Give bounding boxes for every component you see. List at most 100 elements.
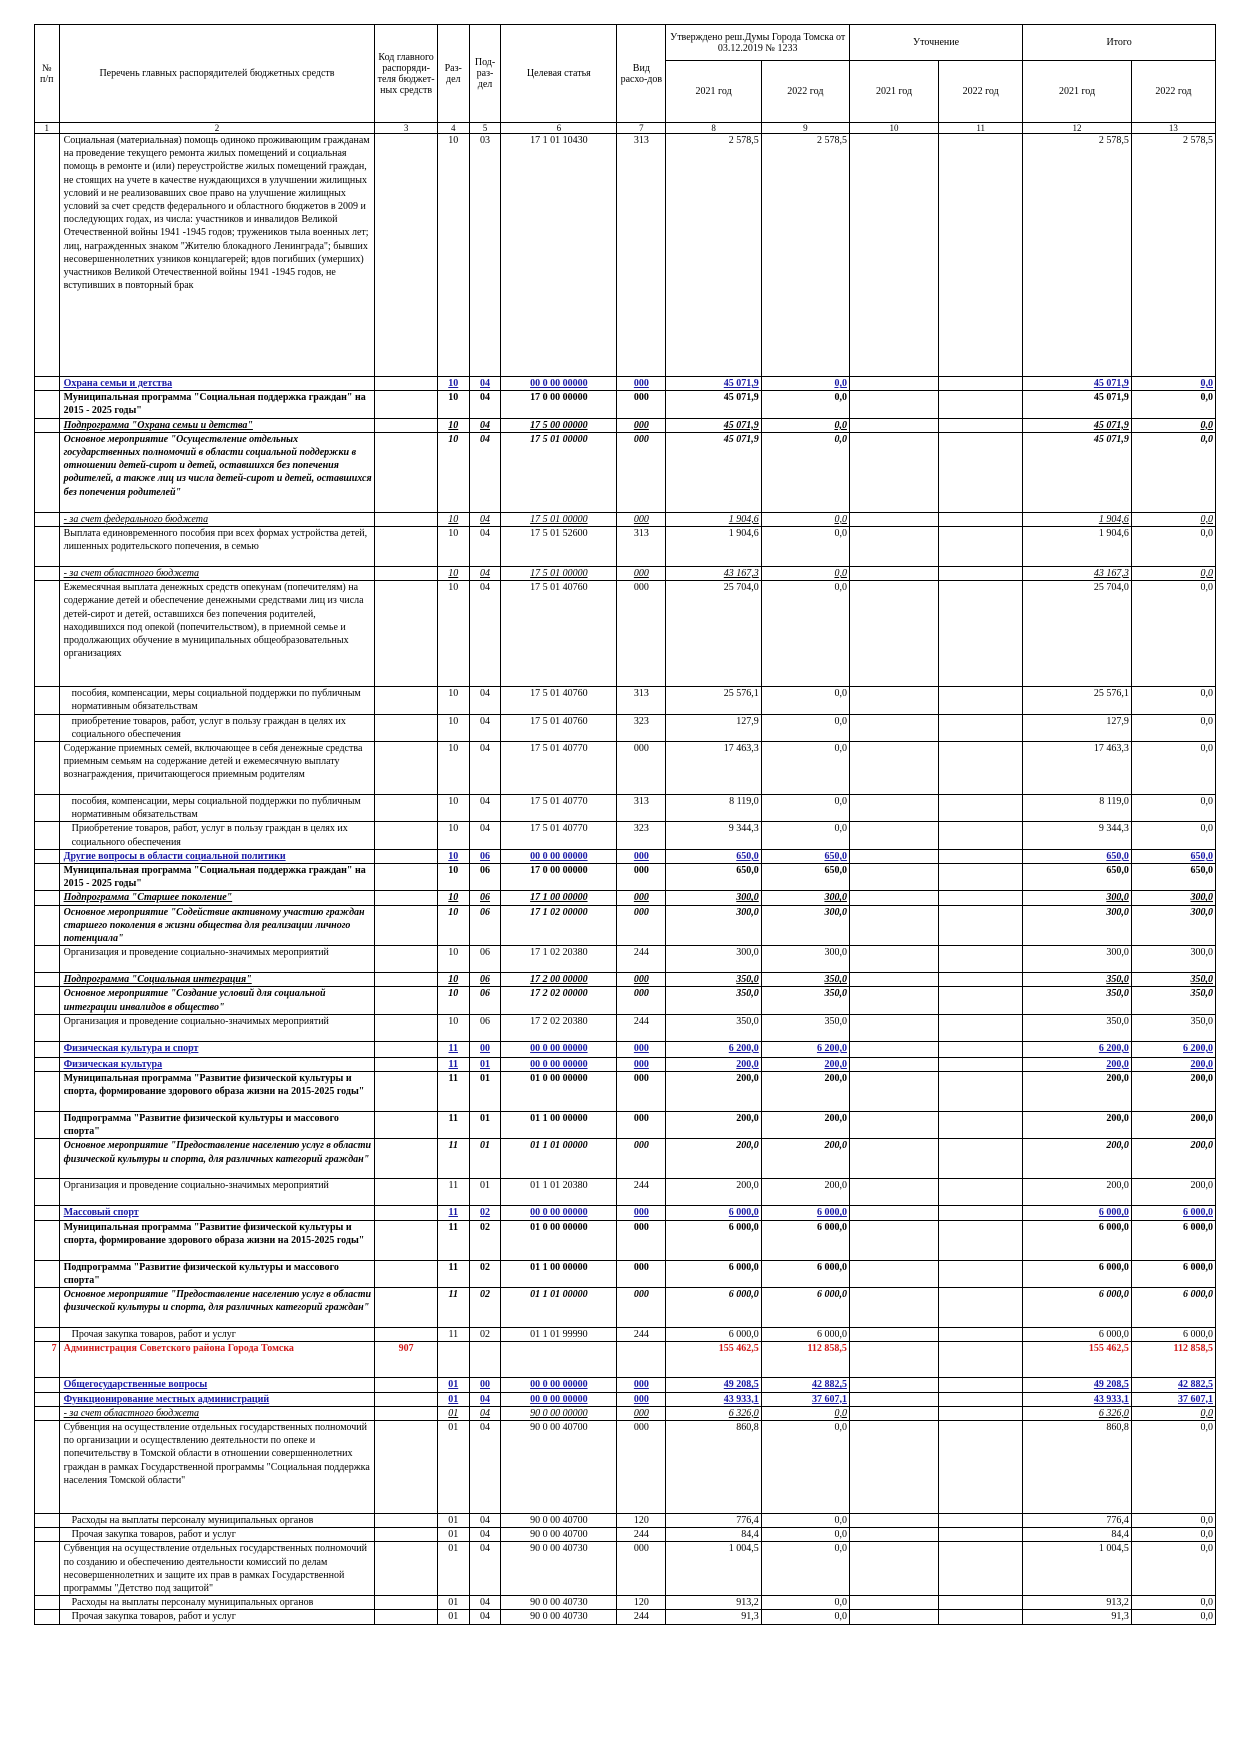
total-2022: 0,0 xyxy=(1130,1541,1217,1597)
subsection-code: 04 xyxy=(468,1541,502,1597)
table-row: - за счет областного бюджета 01 04 90 0 00 … xyxy=(34,1405,1217,1421)
approved-2022: 0,0 xyxy=(760,713,850,743)
subsection-code: 04 xyxy=(468,1405,502,1421)
total-2021: 6 326,0 xyxy=(1022,1405,1132,1421)
total-2021: 6 000,0 xyxy=(1022,1287,1132,1329)
column-number: 11 xyxy=(938,122,1024,134)
header-subsection: Под-раз-дел xyxy=(468,24,502,123)
target-article: 17 5 01 40760 xyxy=(500,686,618,715)
clarification-2022 xyxy=(938,741,1024,796)
total-2022: 0,0 xyxy=(1130,580,1217,688)
subsection-code: 04 xyxy=(468,1609,502,1625)
recipient-code xyxy=(374,972,438,988)
total-2022: 0,0 xyxy=(1130,1595,1217,1611)
row-number xyxy=(34,713,60,743)
section-code: 10 xyxy=(436,566,470,582)
subsection-code: 04 xyxy=(468,580,502,688)
expense-type: 000 xyxy=(616,904,667,947)
subsection-code: 04 xyxy=(468,431,502,513)
target-article: 00 0 00 00000 xyxy=(500,848,618,865)
section-code: 10 xyxy=(436,986,470,1015)
section-code: 11 xyxy=(436,1259,470,1289)
target-article: 90 0 00 00000 xyxy=(500,1405,618,1421)
total-2022: 42 882,5 xyxy=(1130,1377,1217,1393)
row-number xyxy=(34,1595,60,1611)
approved-2022: 200,0 xyxy=(760,1111,850,1140)
subsection-code: 06 xyxy=(468,904,502,947)
total-2021: 17 463,3 xyxy=(1022,741,1132,796)
clarification-2022 xyxy=(938,713,1024,743)
section-code: 10 xyxy=(436,1013,470,1042)
table-row: Муниципальная программа "Социальная подд… xyxy=(34,863,1217,892)
subsection-code: 04 xyxy=(468,566,502,582)
approved-2022: 2 578,5 xyxy=(760,133,850,377)
clarification-2022 xyxy=(938,133,1024,377)
clarification-2022 xyxy=(938,1512,1024,1529)
target-article: 01 1 00 00000 xyxy=(500,1111,618,1140)
expense-type: 000 xyxy=(616,566,667,582)
column-number: 3 xyxy=(374,122,438,134)
total-2021: 6 000,0 xyxy=(1022,1219,1132,1261)
row-description: Субвенция на осуществление отдельных гос… xyxy=(58,1541,376,1597)
approved-2021: 350,0 xyxy=(665,986,762,1015)
header-section: Раз-дел xyxy=(436,24,470,123)
total-2022: 6 000,0 xyxy=(1130,1219,1217,1261)
approved-2022: 650,0 xyxy=(760,848,850,865)
total-2022: 112 858,5 xyxy=(1130,1341,1217,1379)
total-2022: 0,0 xyxy=(1130,686,1217,715)
total-2022: 0,0 xyxy=(1130,1405,1217,1421)
clarification-2021 xyxy=(848,1609,940,1625)
row-description: Расходы на выплаты персоналу муниципальн… xyxy=(58,1595,376,1611)
section-code: 10 xyxy=(436,713,470,743)
row-description: приобретение товаров, работ, услуг в пол… xyxy=(58,713,376,743)
recipient-code xyxy=(374,1056,438,1073)
total-2021: 200,0 xyxy=(1022,1056,1132,1073)
total-2021: 1 004,5 xyxy=(1022,1541,1132,1597)
section-code: 10 xyxy=(436,945,470,974)
total-2022: 0,0 xyxy=(1130,375,1217,392)
table-row: Другие вопросы в области социальной поли… xyxy=(34,848,1217,865)
recipient-code xyxy=(374,1111,438,1140)
approved-2021: 200,0 xyxy=(665,1071,762,1113)
total-2021: 300,0 xyxy=(1022,904,1132,947)
clarification-2022 xyxy=(938,986,1024,1015)
row-number xyxy=(34,863,60,892)
subsection-code: 04 xyxy=(468,417,502,433)
total-2021: 6 000,0 xyxy=(1022,1327,1132,1343)
total-2022: 650,0 xyxy=(1130,863,1217,892)
header-approved: Утверждено реш.Думы Города Томска от 03.… xyxy=(665,24,850,61)
expense-type: 000 xyxy=(616,390,667,419)
subsection-code: 03 xyxy=(468,133,502,377)
target-article: 17 1 00 00000 xyxy=(500,890,618,906)
recipient-code xyxy=(374,390,438,419)
clarification-2021 xyxy=(848,1527,940,1543)
row-description: - за счет федерального бюджета xyxy=(58,511,376,528)
clarification-2021 xyxy=(848,794,940,823)
clarification-2022 xyxy=(938,1391,1024,1407)
row-number xyxy=(34,566,60,582)
total-2022: 200,0 xyxy=(1130,1056,1217,1073)
total-2021: 860,8 xyxy=(1022,1419,1132,1514)
table-row: Подпрограмма "Развитие физической культу… xyxy=(34,1259,1217,1289)
subsection-code: 06 xyxy=(468,890,502,906)
expense-type: 000 xyxy=(616,1287,667,1329)
approved-2021: 9 344,3 xyxy=(665,821,762,850)
clarification-2022 xyxy=(938,1527,1024,1543)
total-2022: 0,0 xyxy=(1130,1527,1217,1543)
table-row: Муниципальная программа "Социальная подд… xyxy=(34,390,1217,419)
total-2021: 350,0 xyxy=(1022,972,1132,988)
recipient-code xyxy=(374,566,438,582)
column-number: 6 xyxy=(500,122,618,134)
approved-2022: 0,0 xyxy=(760,431,850,513)
section-code: 10 xyxy=(436,390,470,419)
expense-type: 000 xyxy=(616,1056,667,1073)
row-description: Прочая закупка товаров, работ и услуг xyxy=(58,1327,376,1343)
clarification-2021 xyxy=(848,1405,940,1421)
clarification-2022 xyxy=(938,686,1024,715)
clarification-2022 xyxy=(938,1138,1024,1180)
table-row: Основное мероприятие "Предоставление нас… xyxy=(34,1287,1217,1329)
row-description: Подпрограмма "Развитие физической культу… xyxy=(58,1111,376,1140)
total-2021: 43 167,3 xyxy=(1022,566,1132,582)
section-code: 01 xyxy=(436,1391,470,1407)
clarification-2022 xyxy=(938,526,1024,568)
